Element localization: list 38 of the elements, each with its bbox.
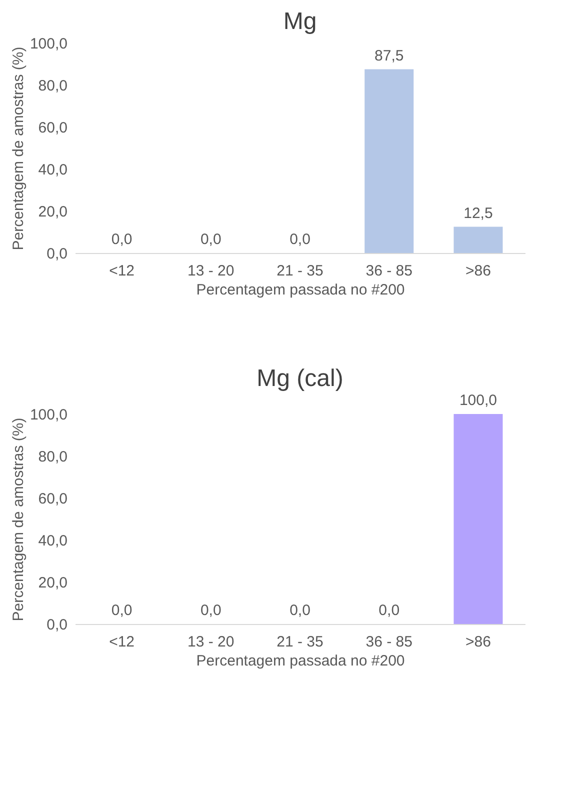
y-tick-label: 80,0 [38,448,68,466]
x-tick-label: 21 - 35 [276,634,324,650]
y-tick-label: 0,0 [46,246,68,262]
data-label: 0,0 [111,231,132,248]
x-tick-label: 21 - 35 [276,262,324,280]
data-label: 0,0 [290,231,310,248]
chart-title: Mg (cal) [256,365,344,392]
data-label: 0,0 [200,231,222,248]
y-tick-label: 20,0 [38,204,68,220]
data-label: 0,0 [378,602,400,619]
y-tick-label: 40,0 [38,162,68,178]
y-tick-label: 100,0 [30,406,68,424]
x-tick-label: 13 - 20 [188,262,234,280]
x-tick-label: <12 [109,634,135,650]
y-tick-label: 40,0 [38,532,68,550]
x-tick-label: >86 [465,634,491,650]
x-tick-label: 13 - 20 [188,634,234,650]
y-tick-label: 0,0 [46,616,68,634]
x-axis-title: Percentagem passada no #200 [196,652,405,670]
data-label: 0,0 [200,602,222,619]
y-tick-label: 100,0 [30,36,68,52]
x-tick-label: 36 - 85 [366,262,412,280]
x-tick-label: 36 - 85 [366,634,412,650]
y-tick-label: 20,0 [38,574,68,592]
x-tick-label: <12 [109,262,135,280]
data-label: 0,0 [290,602,310,619]
y-axis-title: Percentagem de amostras (%) [10,418,27,622]
x-tick-label: >86 [465,262,491,280]
data-label: 12,5 [464,204,493,222]
data-label: 0,0 [111,602,132,619]
y-tick-label: 60,0 [38,120,68,136]
y-axis-title: Percentagem de amostras (%) [10,46,27,250]
data-label: 87,5 [374,47,404,64]
data-label: 100,0 [459,392,497,409]
y-tick-label: 80,0 [38,78,68,94]
y-tick-label: 60,0 [38,490,68,508]
chart-title: Mg [283,8,317,35]
x-axis-title: Percentagem passada no #200 [196,282,405,298]
